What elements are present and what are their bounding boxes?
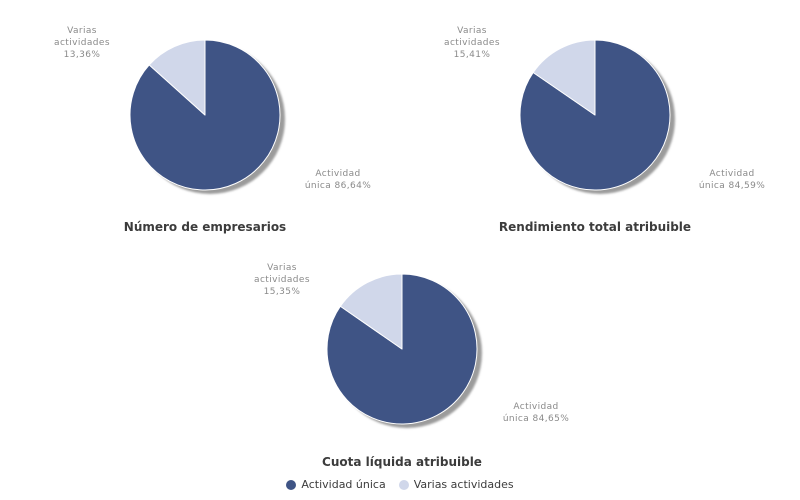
callout-varias-actividades: Varias actividades 15,41% xyxy=(427,25,517,61)
callout-line: actividades xyxy=(54,38,110,48)
pie-slice-varias-actividades xyxy=(148,39,206,116)
chart-title-numero-de-empresarios: Número de empresarios xyxy=(123,220,287,234)
callout-actividad-unica: Actividad única 84,59% xyxy=(687,168,777,192)
pie-slice-varias-actividades xyxy=(532,39,596,116)
chart-legend: Actividad única Varias actividades xyxy=(0,478,800,491)
callout-line: 13,36% xyxy=(63,50,101,60)
chart-title-cuota-liquida-atribuible: Cuota líquida atribuible xyxy=(322,455,482,469)
callout-actividad-unica: Actividad única 86,64% xyxy=(293,168,383,192)
callout-line: única 86,64% xyxy=(304,181,372,191)
legend-item-actividad-unica: Actividad única xyxy=(286,478,386,491)
callout-line: única 84,59% xyxy=(698,181,766,191)
callout-line: actividades xyxy=(254,275,310,285)
callout-line: Varias xyxy=(67,26,97,36)
callout-line: 15,41% xyxy=(453,50,491,60)
callout-varias-actividades: Varias actividades 15,35% xyxy=(237,262,327,298)
pie-cuota-liquida-atribuible xyxy=(326,273,482,428)
legend-marker-varias-actividades-icon xyxy=(398,479,409,490)
legend-label: Actividad única xyxy=(301,478,386,491)
legend-item-varias-actividades: Varias actividades xyxy=(398,478,514,491)
pie-rendimiento-total-atribuible xyxy=(519,39,675,194)
callout-line: Actividad xyxy=(709,169,755,179)
legend-marker-actividad-unica-icon xyxy=(286,479,297,490)
callout-line: 15,35% xyxy=(263,287,301,297)
callout-line: Actividad xyxy=(513,402,559,412)
callout-line: Varias xyxy=(457,26,487,36)
callout-varias-actividades: Varias actividades 13,36% xyxy=(37,25,127,61)
callout-line: actividades xyxy=(444,38,500,48)
callout-line: Actividad xyxy=(315,169,361,179)
legend-label: Varias actividades xyxy=(413,478,514,491)
callout-actividad-unica: Actividad única 84,65% xyxy=(491,401,581,425)
callout-line: Varias xyxy=(267,263,297,273)
pie-numero-de-empresarios xyxy=(129,39,285,194)
callout-line: única 84,65% xyxy=(502,414,570,424)
chart-title-rendimiento-total-atribuible: Rendimiento total atribuible xyxy=(498,220,692,234)
pie-slice-varias-actividades xyxy=(339,273,403,350)
